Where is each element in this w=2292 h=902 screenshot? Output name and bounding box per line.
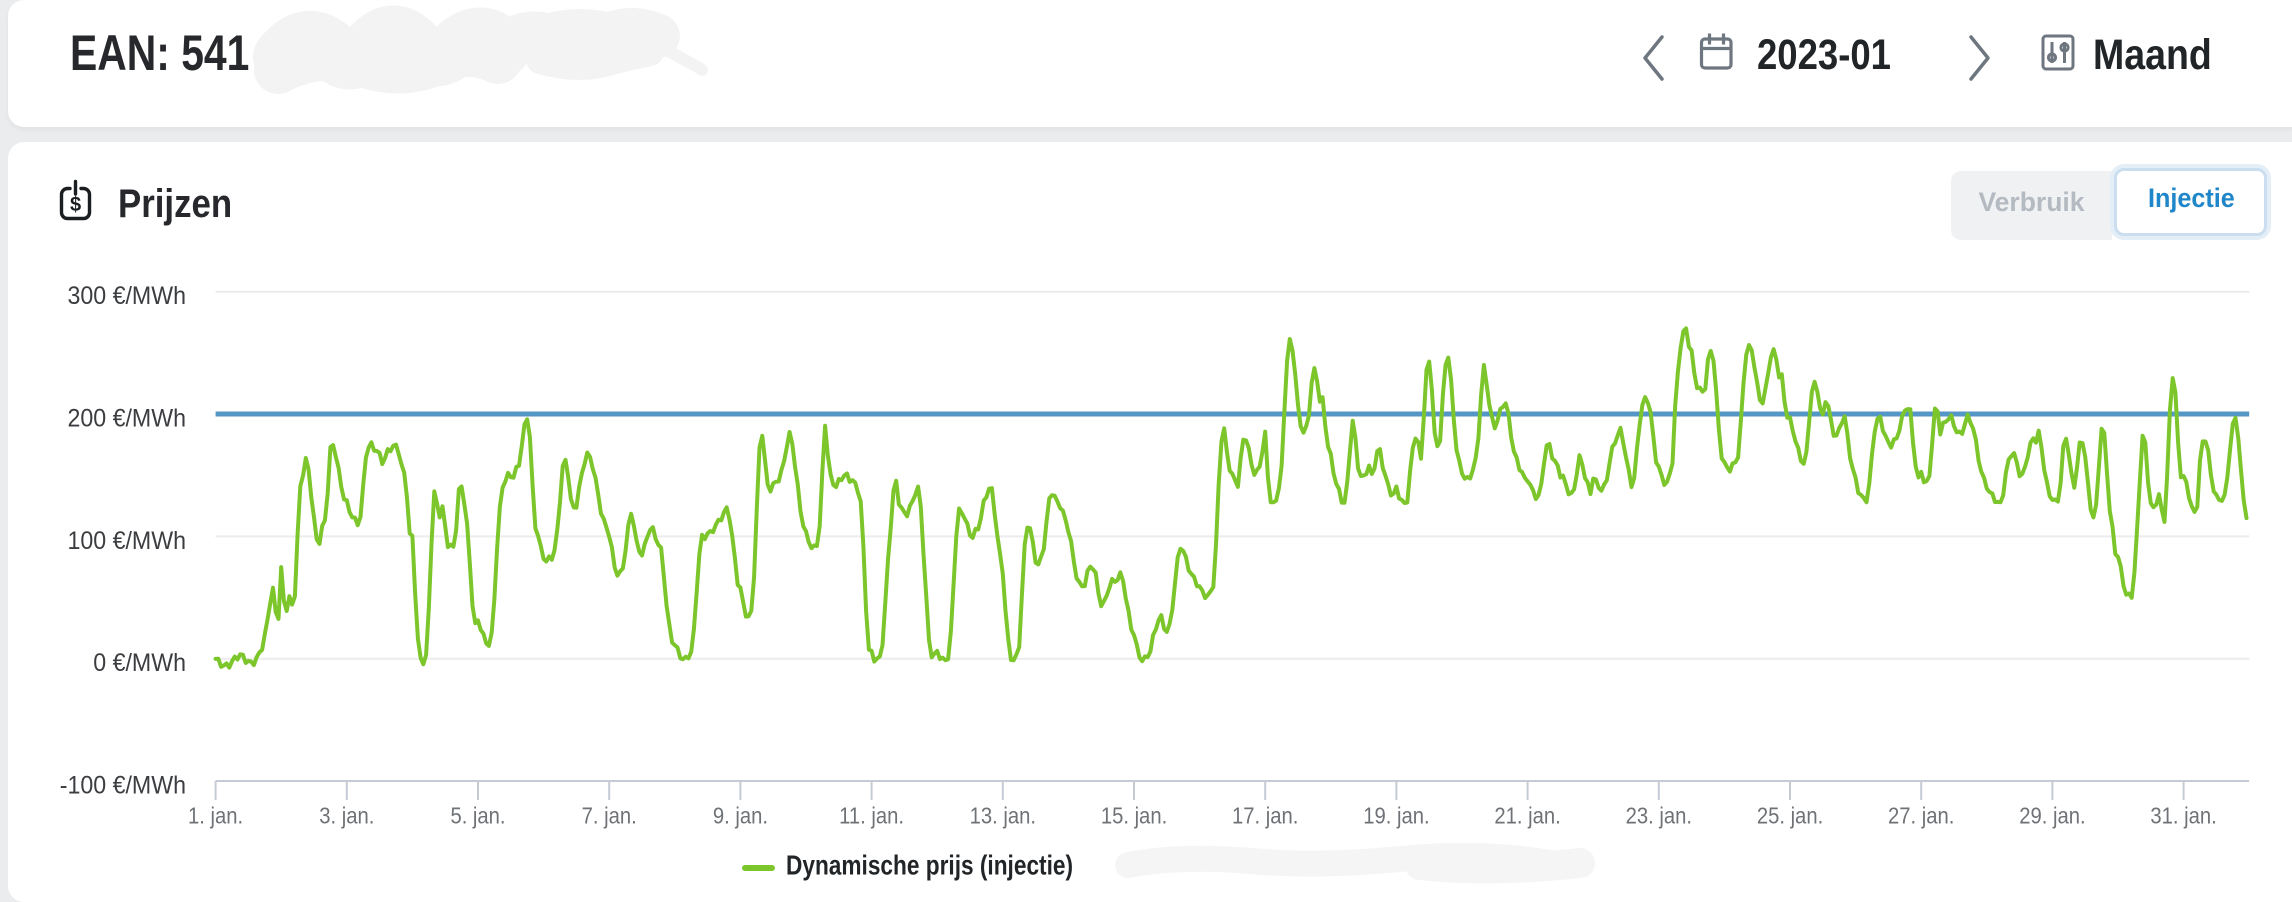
svg-text:5. jan.: 5. jan. [450, 802, 505, 829]
svg-text:17. jan.: 17. jan. [1232, 802, 1298, 829]
svg-text:11. jan.: 11. jan. [839, 802, 904, 829]
svg-text:200 €/MWh: 200 €/MWh [67, 405, 186, 433]
svg-text:13. jan.: 13. jan. [970, 802, 1036, 829]
svg-text:-100 €/MWh: -100 €/MWh [60, 772, 186, 800]
svg-text:1. jan.: 1. jan. [188, 802, 243, 829]
svg-text:300 €/MWh: 300 €/MWh [67, 282, 186, 310]
svg-text:27. jan.: 27. jan. [1888, 802, 1954, 829]
svg-text:0 €/MWh: 0 €/MWh [93, 649, 186, 677]
svg-text:25. jan.: 25. jan. [1757, 802, 1823, 829]
svg-text:3. jan.: 3. jan. [319, 802, 374, 829]
svg-text:100 €/MWh: 100 €/MWh [67, 527, 186, 555]
svg-text:7. jan.: 7. jan. [582, 802, 637, 829]
svg-text:15. jan.: 15. jan. [1101, 802, 1167, 829]
svg-text:31. jan.: 31. jan. [2150, 802, 2216, 829]
svg-text:19. jan.: 19. jan. [1363, 802, 1429, 829]
svg-text:21. jan.: 21. jan. [1494, 802, 1560, 829]
svg-text:Dynamische prijs (injectie): Dynamische prijs (injectie) [786, 850, 1073, 881]
svg-text:9. jan.: 9. jan. [713, 802, 768, 829]
svg-text:29. jan.: 29. jan. [2019, 802, 2085, 829]
svg-text:$: $ [70, 194, 81, 216]
svg-text:23. jan.: 23. jan. [1626, 802, 1692, 829]
